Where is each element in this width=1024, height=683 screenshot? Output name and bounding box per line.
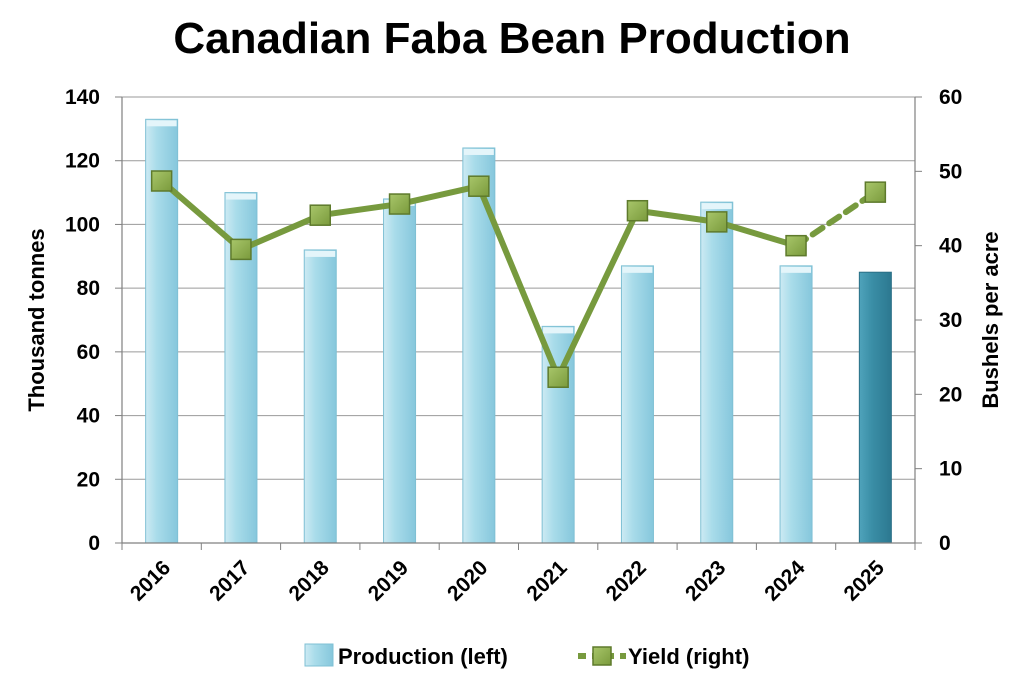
- legend-yield-marker: [592, 646, 612, 666]
- right-tick-label-50: 50: [939, 160, 962, 183]
- right-tick-label-10: 10: [939, 458, 962, 481]
- yield-point-2017: [230, 238, 252, 261]
- x-tick-label-2024: 2024: [760, 556, 810, 606]
- yield-point-2020: [468, 175, 490, 197]
- bar-cap-2021: [543, 327, 574, 334]
- x-tick-label-2022: 2022: [602, 556, 651, 605]
- yield-point-2022: [626, 199, 649, 222]
- x-tick-label-2017: 2017: [205, 556, 254, 605]
- left-tick-label-60: 60: [77, 341, 100, 364]
- left-tick-label-140: 140: [65, 86, 100, 109]
- left-tick-label-40: 40: [77, 405, 100, 428]
- yield-point-2019: [388, 193, 411, 215]
- yield-point-2025: [864, 181, 887, 203]
- right-axis-title: Bushels per acre: [978, 231, 1003, 408]
- legend-production-swatch: [304, 643, 334, 667]
- bar-2021: [541, 325, 575, 544]
- legend: Production (left) Yield (right): [304, 643, 749, 669]
- left-tick-label-80: 80: [77, 277, 100, 300]
- left-tick-label-0: 0: [88, 532, 100, 555]
- bar-2019: [383, 198, 417, 544]
- x-tick-label-2023: 2023: [681, 556, 730, 605]
- yield-point-2016: [150, 170, 173, 192]
- bar-2018: [303, 249, 337, 544]
- bar-cap-2022: [622, 266, 653, 273]
- bar-cap-2024: [781, 266, 812, 273]
- yield-point-2021: [547, 366, 569, 388]
- legend-production-label: Production (left): [338, 644, 508, 669]
- bar-cap-2017: [225, 193, 256, 200]
- bar-2024: [779, 265, 813, 544]
- legend-yield-label: Yield (right): [628, 644, 749, 669]
- bar-cap-2016: [146, 120, 177, 127]
- right-tick-label-30: 30: [939, 309, 962, 332]
- x-tick-label-2025: 2025: [840, 556, 890, 606]
- right-tick-label-20: 20: [939, 383, 962, 406]
- right-tick-label-0: 0: [939, 532, 951, 555]
- yield-line: [150, 170, 887, 388]
- bar-cap-2023: [701, 203, 732, 210]
- yield-line-projected: [793, 189, 879, 249]
- left-tick-label-120: 120: [65, 150, 100, 173]
- yield-point-2018: [309, 204, 331, 226]
- x-tick-label-2020: 2020: [443, 556, 492, 605]
- bar-2022: [620, 265, 654, 544]
- yield-point-2023: [706, 211, 728, 233]
- x-tick-label-2021: 2021: [522, 556, 572, 606]
- bar-cap-2020: [463, 148, 494, 155]
- left-tick-label-20: 20: [77, 468, 100, 491]
- right-tick-label-60: 60: [939, 86, 962, 109]
- bar-2023: [700, 201, 734, 544]
- yield-point-2024: [785, 234, 807, 257]
- chart-title: Canadian Faba Bean Production: [173, 14, 851, 63]
- x-tick-label-2018: 2018: [284, 556, 334, 606]
- bar-2025: [858, 271, 892, 544]
- right-tick-label-40: 40: [939, 235, 962, 258]
- left-tick-label-100: 100: [65, 213, 100, 236]
- x-tick-label-2019: 2019: [364, 556, 413, 605]
- bar-cap-2018: [305, 250, 336, 257]
- x-tick-label-2016: 2016: [126, 556, 175, 605]
- left-axis-title: Thousand tonnes: [24, 228, 49, 411]
